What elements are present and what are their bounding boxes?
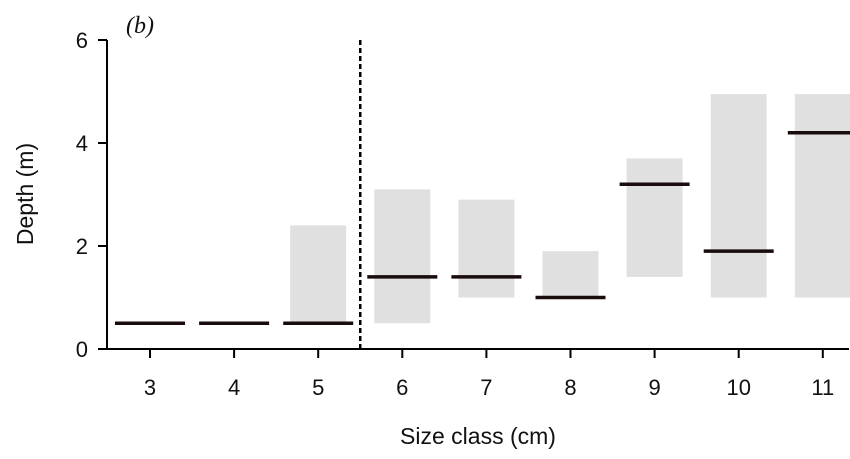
panel-label: (b) — [126, 13, 154, 39]
y-tick-label-4: 4 — [76, 131, 88, 156]
range-bar-10 — [710, 94, 767, 298]
y-tick-label-6: 6 — [76, 28, 88, 53]
x-tick-label-6: 6 — [396, 375, 408, 400]
range-bar-6 — [374, 189, 431, 324]
y-axis-title: Depth (m) — [12, 143, 38, 245]
y-tick-label-2: 2 — [76, 234, 88, 259]
range-bar-9 — [626, 158, 683, 277]
range-bar-7 — [458, 199, 515, 298]
x-tick-label-7: 7 — [480, 375, 492, 400]
x-tick-label-3: 3 — [144, 375, 156, 400]
range-bar-11 — [794, 94, 850, 298]
y-tick-label-0: 0 — [76, 337, 88, 362]
x-tick-label-9: 9 — [648, 375, 660, 400]
x-axis-title: Size class (cm) — [400, 423, 556, 449]
x-tick-label-10: 10 — [726, 375, 750, 400]
plot-area: 0 2 4 6 3 4 5 6 7 8 9 10 11 — [76, 28, 850, 400]
x-tick-label-11: 11 — [811, 375, 834, 400]
x-tick-label-8: 8 — [564, 375, 576, 400]
range-bar-5 — [290, 225, 347, 324]
x-tick-label-5: 5 — [312, 375, 324, 400]
x-tick-label-4: 4 — [228, 375, 240, 400]
range-bar-8 — [542, 251, 599, 298]
